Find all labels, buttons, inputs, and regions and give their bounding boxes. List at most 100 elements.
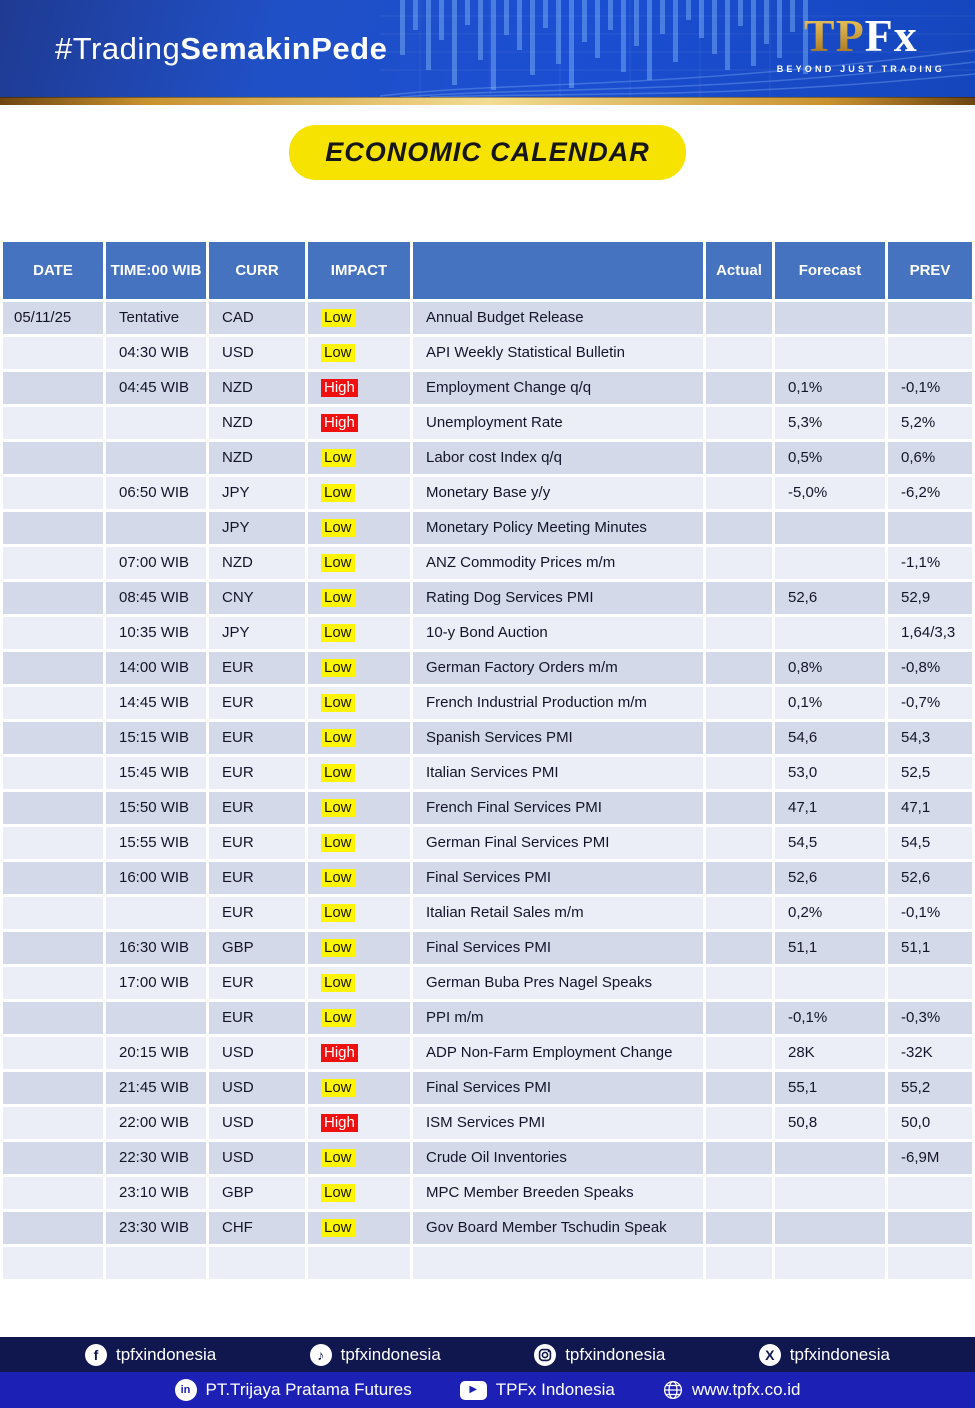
cell-curr: EUR	[209, 1002, 305, 1034]
cell-actual	[706, 1107, 772, 1139]
cell-impact: Low	[308, 1212, 410, 1244]
instagram-label: tpfxindonesia	[565, 1344, 666, 1364]
cell-forecast: 0,8%	[775, 652, 885, 684]
cell-time: 23:30 WIB	[106, 1212, 206, 1244]
company-name: PT.Trijaya Pratama Futures	[205, 1380, 412, 1399]
cell-event: ISM Services PMI	[413, 1107, 703, 1139]
cell-actual	[706, 1072, 772, 1104]
cell-time: 17:00 WIB	[106, 967, 206, 999]
hashtag-part-light: #Trading	[55, 30, 181, 66]
cell-curr: EUR	[209, 652, 305, 684]
cell-impact: Low	[308, 652, 410, 684]
table-row: 04:45 WIB NZD High Employment Change q/q 0,1…	[3, 372, 972, 404]
campaign-hashtag: #TradingSemakinPede	[55, 31, 387, 67]
cell-prev: 52,9	[888, 582, 972, 614]
cell-forecast: 53,0	[775, 757, 885, 789]
cell-actual	[706, 372, 772, 404]
cell-actual	[706, 582, 772, 614]
cell-prev: -0,1%	[888, 372, 972, 404]
cell-prev: -0,8%	[888, 652, 972, 684]
cell-curr: GBP	[209, 932, 305, 964]
cell-time: 20:15 WIB	[106, 1037, 206, 1069]
cell-forecast	[775, 302, 885, 334]
cell-time	[106, 407, 206, 439]
cell-event: Italian Services PMI	[413, 757, 703, 789]
cell-actual	[706, 337, 772, 369]
impact-badge: Low	[321, 343, 355, 363]
cell-prev: -32K	[888, 1037, 972, 1069]
cell-curr: NZD	[209, 547, 305, 579]
cell-forecast: -0,1%	[775, 1002, 885, 1034]
cell-curr: EUR	[209, 792, 305, 824]
impact-badge: Low	[321, 938, 355, 958]
cell-actual	[706, 442, 772, 474]
cell-forecast: 54,5	[775, 827, 885, 859]
cell-forecast	[775, 512, 885, 544]
cell-date	[3, 652, 103, 684]
cell-date	[3, 582, 103, 614]
cell-time: 10:35 WIB	[106, 617, 206, 649]
cell-actual	[706, 967, 772, 999]
column-header-actual: Actual	[706, 242, 772, 299]
cell-impact: Low	[308, 1072, 410, 1104]
cell-impact	[308, 1247, 410, 1279]
top-banner: #TradingSemakinPede TPFx BEYOND JUST TRA…	[0, 0, 975, 97]
cell-prev: 0,6%	[888, 442, 972, 474]
cell-time: 04:30 WIB	[106, 337, 206, 369]
cell-date	[3, 1107, 103, 1139]
cell-prev: 55,2	[888, 1072, 972, 1104]
cell-actual	[706, 302, 772, 334]
cell-time	[106, 1002, 206, 1034]
cell-prev: -0,7%	[888, 687, 972, 719]
cell-forecast	[775, 337, 885, 369]
cell-curr: EUR	[209, 967, 305, 999]
cell-time: 06:50 WIB	[106, 477, 206, 509]
cell-forecast: 54,6	[775, 722, 885, 754]
cell-impact: Low	[308, 967, 410, 999]
cell-event: Employment Change q/q	[413, 372, 703, 404]
cell-event: ANZ Commodity Prices m/m	[413, 547, 703, 579]
cell-curr: USD	[209, 1037, 305, 1069]
table-row: 15:50 WIB EUR Low French Final Services PMI…	[3, 792, 972, 824]
cell-impact: High	[308, 1037, 410, 1069]
page-title: ECONOMIC CALENDAR	[289, 125, 686, 180]
cell-forecast: 0,1%	[775, 372, 885, 404]
cell-forecast: -5,0%	[775, 477, 885, 509]
cell-impact: Low	[308, 687, 410, 719]
cell-impact: High	[308, 1107, 410, 1139]
cell-actual	[706, 1212, 772, 1244]
cell-event: PPI m/m	[413, 1002, 703, 1034]
cell-prev	[888, 1212, 972, 1244]
gold-divider	[0, 97, 975, 105]
cell-event: ADP Non-Farm Employment Change	[413, 1037, 703, 1069]
cell-actual	[706, 722, 772, 754]
cell-curr: JPY	[209, 477, 305, 509]
cell-time: 04:45 WIB	[106, 372, 206, 404]
cell-actual	[706, 687, 772, 719]
facebook-icon: f	[85, 1343, 107, 1366]
impact-badge: Low	[321, 553, 355, 573]
cell-event: Monetary Base y/y	[413, 477, 703, 509]
impact-badge: Low	[321, 973, 355, 993]
cell-curr: NZD	[209, 407, 305, 439]
cell-curr: NZD	[209, 442, 305, 474]
cell-prev: -6,9M	[888, 1142, 972, 1174]
globe-icon	[663, 1380, 683, 1400]
table-row: 20:15 WIB USD High ADP Non-Farm Employment …	[3, 1037, 972, 1069]
cell-prev: 52,5	[888, 757, 972, 789]
cell-event: Final Services PMI	[413, 1072, 703, 1104]
cell-prev: -0,1%	[888, 897, 972, 929]
cell-actual	[706, 897, 772, 929]
table-row: 05/11/25 Tentative CAD Low Annual Budget Rel…	[3, 302, 972, 334]
cell-forecast	[775, 1247, 885, 1279]
cell-prev: 1,64/3,3	[888, 617, 972, 649]
cell-impact: Low	[308, 932, 410, 964]
cell-prev: -1,1%	[888, 547, 972, 579]
cell-time: 16:00 WIB	[106, 862, 206, 894]
cell-prev: 52,6	[888, 862, 972, 894]
cell-actual	[706, 932, 772, 964]
cell-date	[3, 547, 103, 579]
column-header-date: DATE	[3, 242, 103, 299]
impact-badge: Low	[321, 833, 355, 853]
cell-impact: Low	[308, 757, 410, 789]
